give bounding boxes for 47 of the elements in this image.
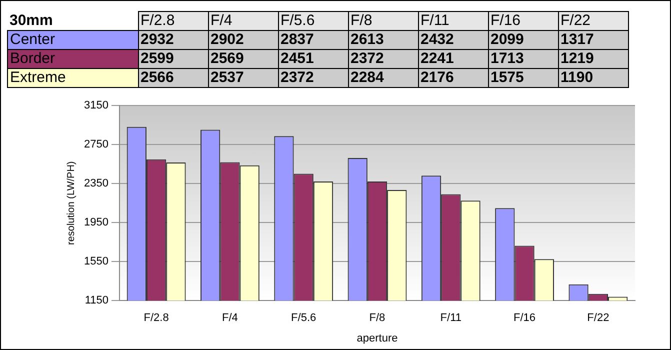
category-label: F/16	[490, 12, 521, 29]
data-label: 2932	[138, 30, 208, 50]
data-label: 1219	[558, 50, 628, 68]
category-label: F/8	[350, 12, 372, 29]
y-axis-title: resolution (LW/PH)	[66, 161, 77, 245]
data-label: 2537	[208, 68, 278, 88]
data-label: 2241	[418, 50, 488, 68]
x-tick-label: F/8	[369, 312, 386, 324]
x-tick-label: F/5.6	[291, 312, 316, 324]
category-label: F/2.8	[140, 12, 175, 29]
data-label: 2613	[348, 30, 418, 50]
y-tick-label: 2350	[84, 178, 108, 190]
data-label: 2372	[278, 68, 348, 88]
x-tick-label: F/4	[222, 312, 238, 324]
y-tick-label: 1950	[84, 216, 108, 229]
chart-title: 30mm	[8, 12, 138, 30]
x-tick-label: F/2.8	[144, 312, 169, 324]
data-label: 2451	[278, 50, 348, 68]
text: Extreme	[10, 69, 66, 86]
y-tick-label: 2750	[84, 138, 108, 151]
data-label: 1317	[558, 30, 628, 50]
x-tick-label: F/11	[440, 312, 462, 324]
data-label: 2176	[418, 68, 488, 88]
text: Center	[10, 31, 56, 48]
y-tick-label: 1550	[84, 256, 108, 268]
data-label: 2566	[138, 68, 208, 88]
category-label: F/4	[210, 12, 232, 29]
category-label: F/22	[560, 12, 591, 29]
data-label: 2284	[348, 68, 418, 88]
data-label: 2837	[278, 30, 348, 50]
data-label: 1190	[558, 68, 628, 88]
data-label: 2372	[348, 50, 418, 68]
data-label: 2569	[208, 50, 278, 68]
category-label: F/5.6	[280, 12, 315, 29]
data-label: 2902	[208, 30, 278, 50]
x-axis-title: aperture	[356, 332, 398, 344]
text: Border	[10, 50, 56, 67]
data-label: 1575	[488, 68, 558, 88]
data-label: 2099	[488, 30, 558, 50]
y-tick-label: 3150	[84, 100, 108, 112]
data-label: 2599	[138, 50, 208, 68]
data-label: 2432	[418, 30, 488, 50]
y-tick-label: 1150	[84, 294, 108, 307]
x-tick-label: F/22	[587, 312, 610, 324]
x-tick-label: F/16	[514, 312, 536, 324]
data-label: 1713	[488, 50, 558, 68]
category-label: F/11	[420, 12, 450, 29]
